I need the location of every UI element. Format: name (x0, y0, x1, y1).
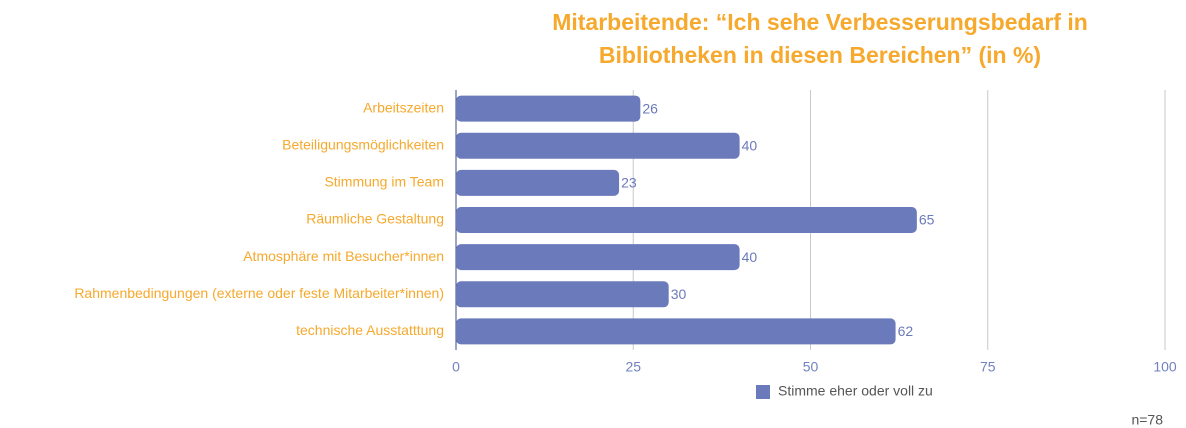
bar (456, 244, 740, 271)
chart-title: Mitarbeitende: “Ich sehe Verbesserungsbe… (552, 9, 1088, 68)
value-label: 40 (742, 249, 758, 265)
y-tick-label: Atmosphäre mit Besucher*innen (243, 248, 444, 264)
bar (456, 281, 669, 308)
bar (456, 95, 641, 122)
bar (456, 132, 740, 159)
x-tick-label: 0 (452, 359, 460, 375)
value-label: 62 (898, 323, 914, 339)
y-tick-label: Rahmenbedingungen (externe oder feste Mi… (74, 285, 444, 301)
legend-swatch (756, 385, 770, 399)
x-tick-label: 75 (980, 359, 996, 375)
y-tick-label: Arbeitszeiten (363, 99, 444, 115)
x-tick-label: 25 (625, 359, 641, 375)
value-label: 30 (671, 286, 687, 302)
value-label: 40 (742, 137, 758, 153)
y-tick-label: Beteiligungsmöglichkeiten (282, 136, 444, 152)
y-tick-label: technische Ausstatttung (296, 322, 444, 338)
annotation: n=78 (1131, 412, 1163, 428)
y-tick-label: Stimmung im Team (324, 174, 444, 190)
x-tick-label: 100 (1153, 359, 1177, 375)
bar (456, 169, 620, 196)
value-label: 65 (919, 212, 935, 228)
value-label: 23 (621, 175, 637, 191)
bar (456, 207, 917, 233)
legend-label: Stimme eher oder voll zu (778, 383, 933, 399)
value-label: 26 (642, 100, 658, 116)
x-tick-label: 50 (803, 359, 819, 375)
bar (456, 318, 896, 345)
y-tick-label: Räumliche Gestaltung (306, 211, 444, 227)
